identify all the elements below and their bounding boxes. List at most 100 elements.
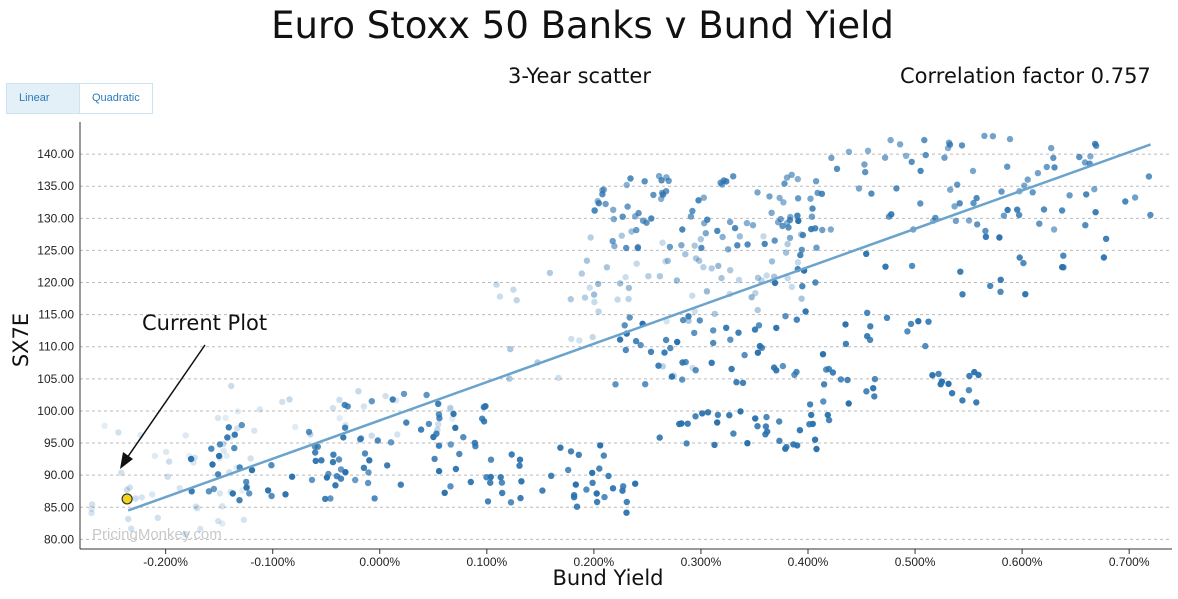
data-point <box>663 318 670 325</box>
data-point <box>645 273 652 280</box>
data-point <box>752 289 759 297</box>
data-point <box>855 185 863 192</box>
data-point <box>450 410 457 418</box>
data-point <box>357 435 365 442</box>
data-point <box>1102 235 1110 242</box>
data-point <box>908 262 916 270</box>
data-point <box>768 209 775 216</box>
data-point <box>641 178 648 185</box>
data-point <box>661 349 668 356</box>
linear-button[interactable]: Linear <box>7 84 80 113</box>
y-tick-label: 120.00 <box>37 276 74 290</box>
data-point <box>583 257 591 264</box>
data-point <box>773 324 780 332</box>
data-point <box>704 409 712 416</box>
data-point <box>623 498 630 506</box>
data-point <box>868 190 875 197</box>
data-point <box>187 455 195 463</box>
data-point <box>1081 159 1089 166</box>
data-point <box>88 505 95 513</box>
data-point <box>605 472 612 480</box>
data-point <box>958 142 966 149</box>
data-point <box>937 381 944 388</box>
data-point <box>586 284 593 291</box>
data-point <box>1091 140 1099 148</box>
data-point <box>208 445 215 452</box>
data-point <box>735 329 742 336</box>
data-point <box>794 212 801 219</box>
data-point <box>697 236 704 243</box>
data-point <box>1006 135 1014 143</box>
data-point <box>215 452 223 460</box>
data-point <box>603 264 611 271</box>
data-point <box>572 481 579 488</box>
data-point <box>788 283 795 291</box>
data-point <box>662 188 670 195</box>
data-point <box>785 224 792 231</box>
x-tick-label: 0.000% <box>359 555 400 569</box>
data-point <box>633 260 640 267</box>
data-point <box>678 420 685 427</box>
data-point <box>1051 164 1058 171</box>
data-point <box>703 288 711 295</box>
data-point <box>342 421 349 429</box>
data-point <box>182 530 189 538</box>
data-point <box>447 405 454 413</box>
data-point <box>664 257 671 264</box>
y-tick-label: 115.00 <box>38 308 74 322</box>
data-point <box>1021 182 1028 189</box>
data-point <box>929 372 936 379</box>
data-point <box>624 203 631 210</box>
data-point <box>711 441 718 449</box>
data-point <box>513 297 520 304</box>
data-point <box>332 482 339 489</box>
data-point <box>941 154 948 161</box>
data-point <box>720 177 727 184</box>
y-tick-label: 130.00 <box>37 211 74 225</box>
data-point <box>997 276 1004 283</box>
data-point <box>842 340 850 348</box>
data-point <box>188 488 195 495</box>
data-point <box>268 492 275 500</box>
data-point <box>88 501 96 508</box>
data-point <box>229 490 236 497</box>
data-point <box>813 445 820 453</box>
data-point <box>423 391 430 399</box>
data-point <box>576 337 583 344</box>
data-point <box>915 318 922 325</box>
data-point <box>656 434 663 441</box>
data-point <box>662 258 669 265</box>
data-point <box>790 441 797 448</box>
data-point <box>793 368 800 376</box>
quadratic-button[interactable]: Quadratic <box>80 84 152 113</box>
data-point <box>182 432 189 439</box>
data-point <box>264 487 272 494</box>
data-point <box>807 195 814 202</box>
data-point <box>600 452 607 459</box>
data-point <box>728 365 735 373</box>
data-point <box>219 503 226 510</box>
data-point <box>516 462 523 469</box>
data-point <box>711 310 718 318</box>
data-point <box>539 487 546 494</box>
data-point <box>589 469 596 477</box>
data-point <box>762 423 770 430</box>
y-tick-label: 125.00 <box>37 243 74 257</box>
data-point <box>819 351 827 358</box>
data-point <box>739 379 747 386</box>
data-point <box>965 217 973 224</box>
data-point <box>863 388 870 395</box>
data-point <box>268 462 275 469</box>
data-point <box>497 474 504 481</box>
data-point <box>864 147 872 154</box>
data-point <box>625 284 633 292</box>
data-point <box>568 335 575 343</box>
data-point <box>611 242 618 250</box>
data-point <box>668 373 676 380</box>
y-axis-label: SX7E <box>9 313 33 367</box>
data-point <box>763 272 770 279</box>
data-point <box>948 390 956 397</box>
data-point <box>1131 194 1139 201</box>
data-point <box>812 279 819 286</box>
data-point <box>754 274 762 281</box>
